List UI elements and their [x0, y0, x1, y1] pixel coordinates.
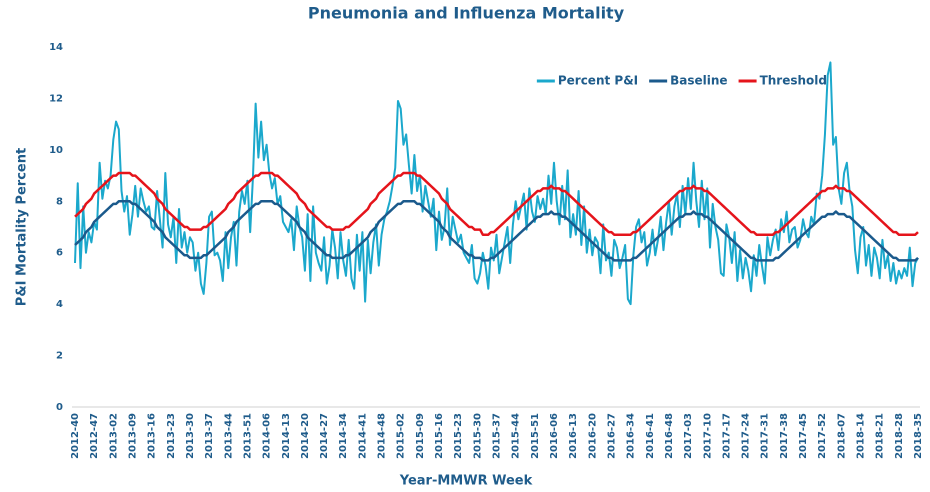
x-tick-label: 2017-38 — [779, 413, 790, 459]
x-tick-label: 2016-48 — [664, 413, 675, 459]
series-line — [74, 200, 919, 262]
x-tick-label: 2015-44 — [511, 413, 522, 459]
series-line — [74, 171, 919, 236]
x-tick-label: 2015-30 — [472, 413, 483, 459]
x-tick-label: 2015-51 — [530, 413, 541, 459]
legend-label: Percent P&I — [558, 74, 638, 88]
x-tick-label: 2016-13 — [568, 413, 579, 459]
x-tick-label: 2016-27 — [606, 413, 617, 459]
x-tick-label: 2017-03 — [683, 413, 694, 459]
x-tick-label: 2014-41 — [357, 413, 368, 459]
x-tick-label: 2016-06 — [549, 413, 560, 459]
x-tick-label: 2012-40 — [70, 413, 81, 459]
x-tick-label: 2013-02 — [108, 413, 119, 459]
legend-label: Baseline — [670, 74, 727, 88]
x-tick-label: 2015-23 — [453, 413, 464, 459]
y-axis-title: P&I Mortality Percent — [15, 148, 30, 306]
x-tick-label: 2015-37 — [492, 413, 503, 459]
x-tick-label: 2013-37 — [204, 413, 215, 459]
x-tick-label: 2013-44 — [223, 413, 234, 459]
x-tick-label: 2018-28 — [894, 413, 905, 459]
y-tick-label: 8 — [56, 196, 63, 207]
x-tick-label: 2017-52 — [817, 413, 828, 459]
x-tick-label: 2014-34 — [338, 413, 349, 459]
x-tick-label: 2016-20 — [587, 413, 598, 459]
x-tick-label: 2016-34 — [626, 413, 637, 459]
y-tick-label: 2 — [56, 351, 63, 362]
y-tick-label: 14 — [49, 42, 63, 53]
x-tick-label: 2017-45 — [798, 413, 809, 459]
x-tick-label: 2018-07 — [836, 413, 847, 459]
x-tick-label: 2015-09 — [415, 413, 426, 459]
chart-title: Pneumonia and Influenza Mortality — [308, 4, 625, 23]
x-tick-label: 2013-30 — [185, 413, 196, 459]
x-tick-label: 2018-35 — [913, 413, 924, 459]
x-tick-label: 2015-16 — [434, 413, 445, 459]
x-tick-label: 2013-23 — [166, 413, 177, 459]
x-tick-label: 2014-48 — [377, 413, 388, 459]
x-tick-label: 2017-31 — [760, 413, 771, 459]
y-tick-label: 10 — [49, 145, 63, 156]
x-tick-label: 2018-14 — [856, 413, 867, 459]
x-tick-label: 2017-17 — [721, 413, 732, 459]
x-tick-label: 2013-09 — [127, 413, 138, 459]
x-tick-label: 2018-21 — [875, 413, 886, 459]
x-axis-title: Year-MMWR Week — [399, 474, 533, 489]
x-tick-label: 2014-06 — [262, 413, 273, 459]
x-tick-label: 2013-16 — [147, 413, 158, 459]
x-tick-label: 2014-13 — [281, 413, 292, 459]
x-tick-label: 2014-27 — [319, 413, 330, 459]
y-tick-label: 12 — [49, 93, 63, 104]
x-tick-label: 2016-41 — [645, 413, 656, 459]
series-line — [74, 61, 919, 306]
x-tick-label: 2012-47 — [89, 413, 100, 459]
x-tick-label: 2015-02 — [396, 413, 407, 459]
x-tick-label: 2017-10 — [702, 413, 713, 459]
legend-label: Threshold — [760, 74, 827, 88]
y-tick-label: 4 — [56, 299, 63, 310]
y-tick-label: 6 — [56, 248, 63, 259]
x-tick-label: 2014-20 — [300, 413, 311, 459]
y-tick-label: 0 — [56, 402, 63, 413]
x-tick-label: 2013-51 — [242, 413, 253, 459]
x-tick-label: 2017-24 — [741, 413, 752, 459]
